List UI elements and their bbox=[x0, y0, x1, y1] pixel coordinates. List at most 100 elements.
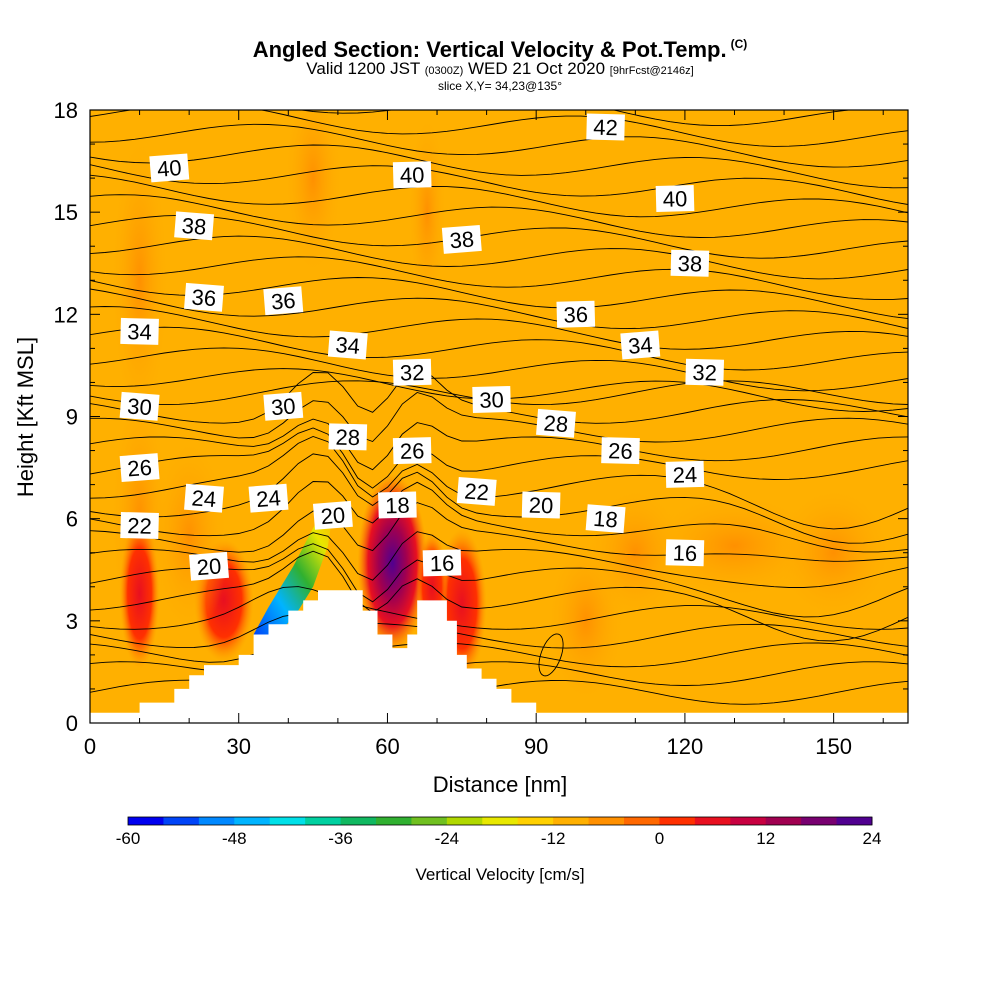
contour-label-box: 34 bbox=[620, 330, 661, 360]
theta-contour-line bbox=[90, 418, 908, 471]
contour-label-bg bbox=[472, 386, 511, 413]
y-tick-label: 3 bbox=[66, 609, 78, 634]
contour-label: 30 bbox=[126, 393, 152, 420]
theta-contour-line bbox=[90, 436, 908, 530]
colorbar: -60 -48 -36 -24 -12 0 12 24 bbox=[116, 816, 881, 848]
theta-contour-line bbox=[90, 110, 908, 147]
colorbar-swatch bbox=[801, 817, 838, 825]
contour-label-bg bbox=[248, 483, 289, 513]
theta-contour-line bbox=[90, 174, 908, 218]
colorbar-swatch bbox=[836, 817, 873, 825]
contour-label-bg bbox=[392, 161, 432, 189]
y-tick-label: 12 bbox=[54, 302, 78, 327]
theta-contour-line bbox=[90, 164, 908, 205]
contour-label-box: 18 bbox=[585, 504, 626, 534]
contour-label-box: 22 bbox=[120, 512, 159, 539]
contour-label-box: 18 bbox=[378, 491, 417, 519]
contour-label-box: 30 bbox=[263, 391, 304, 421]
theta-contour-loop bbox=[538, 633, 564, 677]
contour-label: 36 bbox=[563, 302, 588, 328]
contour-label-box: 20 bbox=[189, 551, 229, 581]
theta-contour-line bbox=[90, 62, 908, 105]
contour-label: 40 bbox=[156, 155, 182, 182]
colorbar-swatch bbox=[517, 817, 554, 825]
contour-label-box: 26 bbox=[119, 453, 160, 483]
contour-label: 22 bbox=[127, 513, 152, 539]
x-tick-label: 120 bbox=[667, 734, 704, 759]
contour-label: 20 bbox=[196, 553, 222, 580]
colorbar-tick-label: -48 bbox=[222, 829, 247, 848]
theta-contour-line bbox=[90, 306, 908, 350]
contour-label: 30 bbox=[270, 393, 296, 420]
colorbar-swatch bbox=[269, 817, 306, 825]
velocity-cell bbox=[149, 433, 229, 638]
contour-label-bg bbox=[119, 391, 160, 421]
chart-title: Angled Section: Vertical Velocity & Pot.… bbox=[252, 37, 748, 62]
theta-contour-line bbox=[90, 214, 908, 259]
updraft-core bbox=[357, 474, 428, 652]
contour-label-box: 40 bbox=[392, 161, 432, 189]
y-tick-label: 9 bbox=[66, 405, 78, 430]
contour-label-bg bbox=[585, 504, 626, 534]
theta-contour-line bbox=[90, 453, 908, 544]
colorbar-swatch bbox=[588, 817, 625, 825]
velocity-cell bbox=[109, 127, 170, 434]
contour-label-bg bbox=[456, 476, 497, 506]
theta-contour-line bbox=[90, 502, 908, 562]
theta-contour-line bbox=[90, 144, 908, 189]
downdraft-core bbox=[253, 511, 333, 635]
contour-label-box: 20 bbox=[521, 491, 561, 519]
colorbar-frame bbox=[127, 816, 873, 826]
theta-contour-line bbox=[90, 288, 908, 330]
colorbar-swatch bbox=[411, 817, 448, 825]
contour-label: 16 bbox=[672, 540, 697, 566]
velocity-cell bbox=[119, 518, 160, 669]
colorbar-tick-label: 0 bbox=[655, 829, 664, 848]
contour-label: 24 bbox=[672, 462, 697, 488]
colorbar-tick-label: -24 bbox=[435, 829, 460, 848]
contour-label-box: 26 bbox=[392, 437, 432, 465]
contour-label: 40 bbox=[662, 186, 687, 212]
contour-label-box: 36 bbox=[263, 286, 304, 316]
contour-label-box: 34 bbox=[327, 330, 368, 360]
theta-contours bbox=[90, 62, 908, 705]
contour-label: 24 bbox=[255, 485, 281, 512]
theta-contour-line bbox=[90, 277, 908, 320]
contour-label-box: 40 bbox=[655, 185, 695, 212]
y-axis-label: Height [Kft MSL] bbox=[13, 337, 38, 497]
contour-label: 26 bbox=[400, 438, 425, 464]
colorbar-label: Vertical Velocity [cm/s] bbox=[415, 865, 584, 884]
x-tick-label: 150 bbox=[815, 734, 852, 759]
colorbar-swatch bbox=[163, 817, 200, 825]
slice-info: slice X,Y= 34,23@135° bbox=[437, 79, 563, 93]
contour-label-bg bbox=[263, 391, 304, 421]
chart-subtitle: Valid 1200 JST (0300Z) WED 21 Oct 2020 [… bbox=[306, 59, 694, 78]
colorbar-tick-label: -12 bbox=[541, 829, 566, 848]
contour-label-bg bbox=[655, 185, 695, 212]
contour-label: 28 bbox=[543, 410, 569, 437]
contour-label-box: 42 bbox=[586, 113, 625, 141]
contour-label: 32 bbox=[400, 360, 425, 386]
contour-label-bg bbox=[184, 282, 224, 312]
contour-label-bg bbox=[174, 211, 215, 241]
contour-label-box: 40 bbox=[149, 153, 190, 183]
contour-label-bg bbox=[119, 453, 160, 483]
contour-label-bg bbox=[392, 437, 432, 465]
contour-label-bg bbox=[665, 539, 705, 567]
y-tick-label: 6 bbox=[66, 507, 78, 532]
contour-label: 38 bbox=[677, 251, 702, 277]
contour-label: 40 bbox=[400, 162, 425, 188]
colorbar-tick-label: 12 bbox=[756, 829, 775, 848]
contour-label-bg bbox=[670, 249, 710, 277]
contour-label-box: 24 bbox=[665, 460, 705, 488]
contour-label: 34 bbox=[335, 332, 361, 359]
terrain-mask bbox=[90, 590, 908, 723]
y-tick-label: 18 bbox=[54, 98, 78, 123]
theta-contour-line bbox=[90, 194, 908, 238]
contour-label: 18 bbox=[592, 506, 618, 533]
contour-label-box: 22 bbox=[456, 476, 497, 506]
theta-contour-line bbox=[297, 110, 854, 127]
colorbar-swatch bbox=[624, 817, 660, 825]
contour-label-box: 28 bbox=[328, 423, 368, 451]
